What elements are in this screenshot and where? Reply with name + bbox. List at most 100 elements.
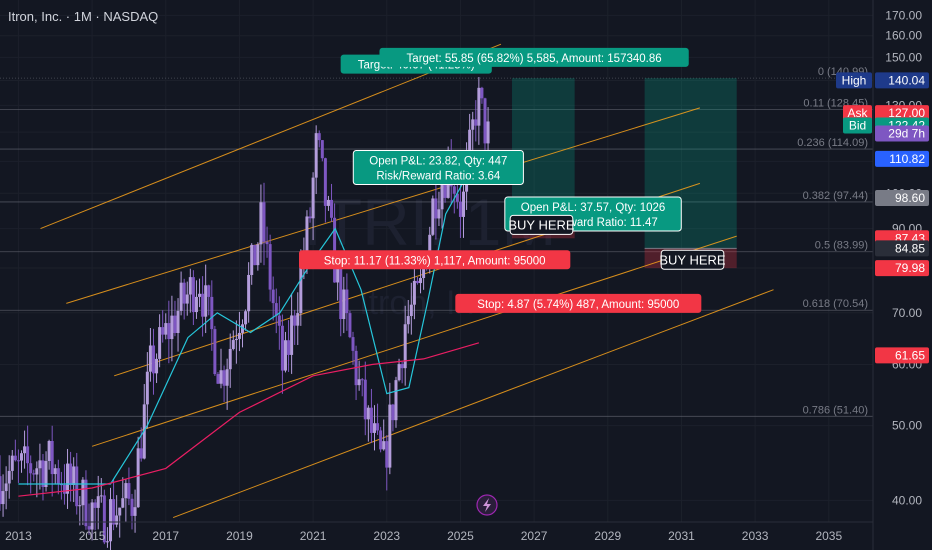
- candle-body: [90, 502, 94, 530]
- candle-body: [139, 448, 143, 459]
- candle-body: [194, 296, 198, 313]
- candle-body: [330, 199, 334, 218]
- candle-body: [35, 468, 39, 475]
- chart-title: Itron, Inc. · 1M · NASDAQ: [8, 9, 159, 24]
- price-tag-high: High: [842, 73, 867, 87]
- pnl-label-box[interactable]: [352, 149, 524, 185]
- candle-body: [366, 407, 370, 420]
- candle-body: [326, 199, 330, 206]
- candle-body: [296, 313, 300, 326]
- channel-line[interactable]: [66, 107, 701, 304]
- candle-body: [419, 278, 423, 284]
- candle-body: [26, 446, 30, 464]
- price-label-box: [875, 347, 929, 364]
- candle-body: [400, 364, 404, 369]
- candle-body: [198, 293, 202, 297]
- candle-body: [222, 370, 226, 386]
- candle-body: [462, 191, 466, 217]
- stop-label-box[interactable]: [455, 293, 702, 313]
- price-tag-bid: Bid: [849, 118, 866, 132]
- candle-body: [283, 340, 287, 371]
- time-axis[interactable]: 2013 2015 2017 2019 2021 2023 2025 2027 2029 2031…: [0, 521, 873, 543]
- time-tick-label: 2015: [79, 529, 106, 543]
- candle-body: [173, 315, 177, 334]
- price-tick-label: 40.00: [892, 493, 922, 507]
- candle-body: [397, 364, 401, 381]
- channel-line[interactable]: [91, 235, 737, 447]
- candle-body: [388, 404, 392, 468]
- candle-body: [148, 345, 152, 372]
- candle-body: [53, 468, 57, 475]
- time-tick-label: 2025: [447, 529, 474, 543]
- candle-body: [0, 476, 2, 505]
- candle-body: [170, 315, 174, 340]
- lightning-icon[interactable]: [476, 494, 498, 516]
- candle-body: [241, 324, 244, 333]
- candle-body: [130, 498, 134, 516]
- candle-body: [102, 495, 106, 543]
- channel-line[interactable]: [40, 43, 502, 230]
- candle-body: [136, 448, 140, 508]
- buy-here-label-box[interactable]: [660, 249, 725, 270]
- candle-body: [19, 453, 23, 461]
- price-label-box: [875, 260, 929, 277]
- candle-body: [69, 463, 73, 485]
- candle-body: [10, 455, 14, 471]
- candle-body: [41, 460, 45, 488]
- fib-label: 0.5 (83.99): [815, 240, 868, 252]
- time-tick-label: 2035: [815, 529, 842, 543]
- price-tag-box: [843, 117, 872, 134]
- candle-body: [443, 182, 447, 198]
- buy-here-label-box[interactable]: [509, 214, 574, 235]
- candle-body: [323, 158, 327, 206]
- candle-body: [247, 274, 251, 312]
- candle-body: [176, 310, 180, 334]
- candle-body: [151, 345, 155, 374]
- candle-body: [271, 289, 275, 304]
- candle-body: [287, 340, 291, 355]
- channel-line[interactable]: [172, 289, 774, 519]
- candle-body: [345, 289, 349, 314]
- price-tag-box: [843, 105, 872, 122]
- candle-body: [293, 315, 297, 326]
- price-axis[interactable]: 40.0050.0060.0070.0080.0090.00100.00110.…: [836, 0, 932, 550]
- price-tick-label: 70.00: [892, 306, 922, 320]
- candle-body: [409, 304, 413, 317]
- candle-body: [216, 374, 220, 384]
- time-tick-label: 2013: [5, 529, 32, 543]
- time-tick-label: 2019: [226, 529, 253, 543]
- candle-body: [59, 484, 63, 486]
- time-tick-label: 2031: [668, 529, 695, 543]
- candle-body: [415, 280, 419, 284]
- candle-body: [161, 327, 165, 335]
- fib-label: 0.382 (97.44): [803, 190, 868, 202]
- candle-body: [372, 423, 376, 433]
- candle-body: [412, 280, 416, 305]
- candle-body: [317, 133, 321, 141]
- price-label-box: [875, 72, 929, 89]
- candle-body: [127, 483, 131, 499]
- candle-body: [228, 348, 232, 370]
- candle-body: [455, 193, 459, 202]
- candle-body: [468, 129, 472, 161]
- candle-body: [93, 502, 97, 508]
- candle-body: [78, 505, 82, 507]
- stop-label-box[interactable]: [298, 250, 571, 270]
- price-label-box: [875, 189, 929, 206]
- fib-retracement[interactable]: 0 (140.99)0.11 (128.45)0.236 (114.09)0.3…: [0, 66, 873, 417]
- candle-body: [115, 515, 119, 525]
- candle-body: [360, 379, 364, 381]
- annotations[interactable]: Target: 40.67 (41.25%)Target: 55.85 (65.…: [298, 47, 726, 313]
- candle-body: [213, 329, 217, 375]
- price-tick-label: 160.00: [885, 29, 922, 43]
- candle-body: [406, 316, 410, 325]
- candle-body: [210, 296, 214, 330]
- candle-body: [268, 244, 272, 290]
- candle-body: [145, 371, 149, 405]
- price-label-box: [875, 150, 929, 167]
- price-label-box: [875, 125, 929, 142]
- candle-body: [259, 202, 263, 245]
- target-label-box[interactable]: [379, 47, 689, 67]
- candle-body: [422, 266, 426, 279]
